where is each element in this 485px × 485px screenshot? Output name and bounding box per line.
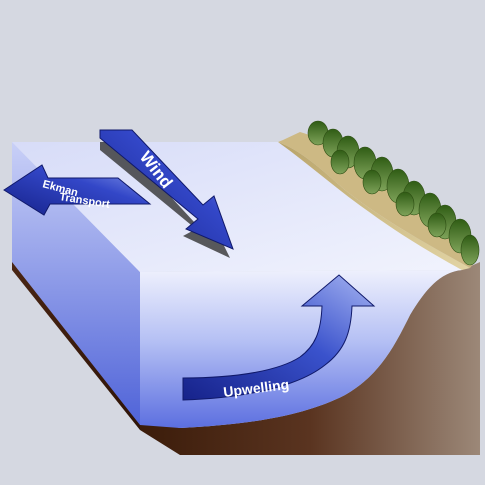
upwelling-arrow: Upwelling <box>182 274 376 401</box>
coastline-shore <box>278 132 478 268</box>
upwelling-label: Upwelling <box>222 376 290 400</box>
coastal-vegetation <box>307 120 480 266</box>
ekman-transport-arrow: Ekman Transport <box>3 164 152 216</box>
beach <box>278 142 470 270</box>
sea-surface <box>12 142 462 272</box>
seafloor-front-face <box>140 262 480 455</box>
